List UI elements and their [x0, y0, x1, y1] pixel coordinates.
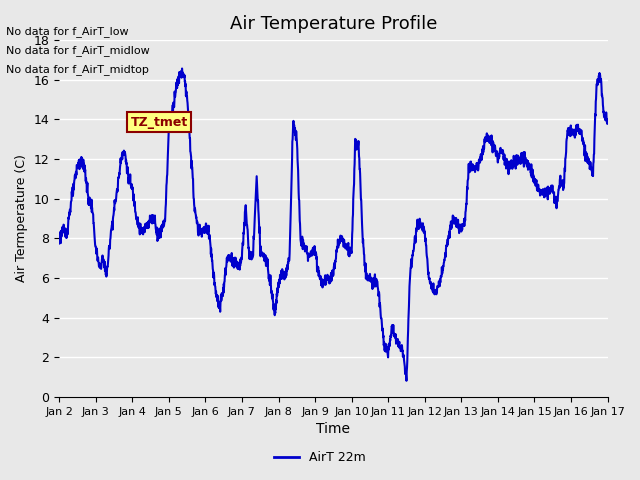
Text: TZ_tmet: TZ_tmet [131, 116, 188, 129]
Text: No data for f_AirT_midlow: No data for f_AirT_midlow [6, 45, 150, 56]
Text: No data for f_AirT_low: No data for f_AirT_low [6, 25, 129, 36]
Text: No data for f_AirT_midtop: No data for f_AirT_midtop [6, 64, 149, 75]
Y-axis label: Air Termperature (C): Air Termperature (C) [15, 155, 28, 282]
Title: Air Temperature Profile: Air Temperature Profile [230, 15, 437, 33]
X-axis label: Time: Time [316, 422, 350, 436]
Legend: AirT 22m: AirT 22m [269, 446, 371, 469]
